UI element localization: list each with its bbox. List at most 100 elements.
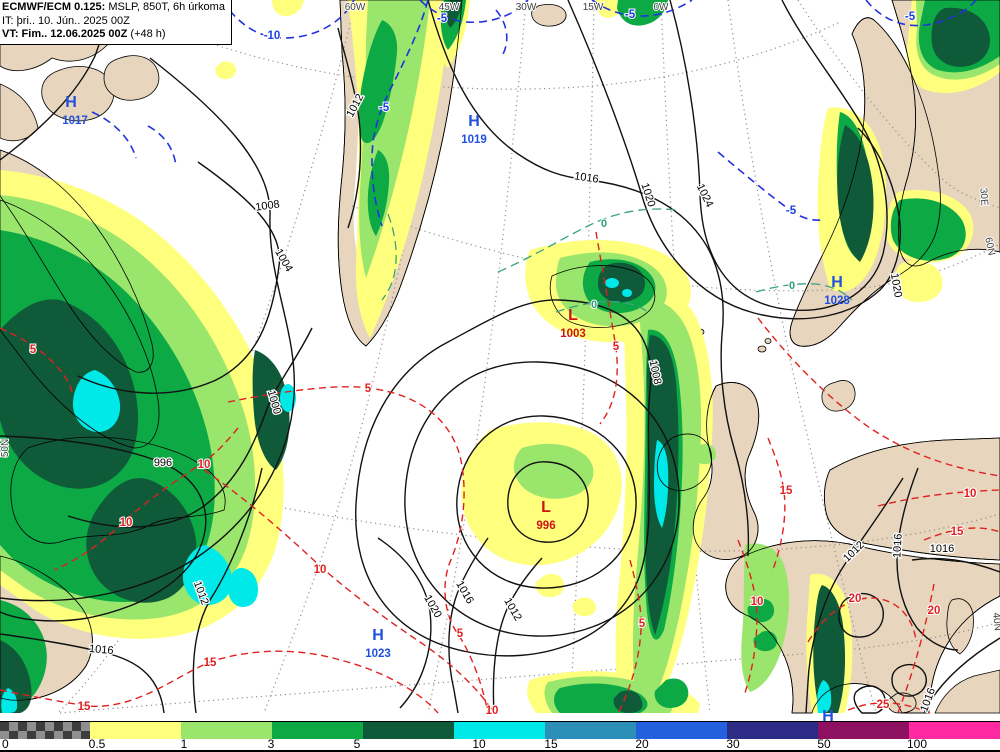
chart-title-line: ECMWF/ECM 0.125: MSLP, 850T, 6h úrkoma [2,1,225,15]
weather-map: 60W 45W 30W 15W 0W 30E 60N 50N 40N 1008 … [0,0,1000,721]
low-center-value: 996 [536,520,555,532]
lon-label: 45W [439,2,460,13]
colorbar-tick: 10 [472,737,486,751]
temp-label: 10 [964,488,977,500]
lon-label: 0W [654,2,670,13]
low-center-letter: L [568,307,578,324]
temp-label: 20 [849,593,862,605]
colorbar-tick: 0.5 [88,737,106,751]
colorbar-tick: 3 [267,737,275,751]
colorbar-segment [90,722,181,739]
init-time-line: IT: þri.. 10. Jún.. 2025 00Z [2,14,130,27]
forecast-step: (+48 h) [127,28,166,40]
temp-label: 20 [928,605,941,617]
zero-label: 0 [591,299,597,311]
temp-label: 25 [877,699,890,711]
colorbar-labels: 0 0.5 1 3 5 10 15 20 30 50 100 [0,737,1000,752]
colorbar-segment [909,722,1000,739]
high-center-value: 1017 [62,115,88,127]
temp-label: -5 [625,9,636,21]
pressure-centers: H 1017 H 1019 H 1028 H 1023 H L 1003 L 9… [62,94,850,721]
colorbar-segment [454,722,545,739]
zero-label: 0 [789,280,795,292]
isobar-label: 996 [154,457,172,469]
temp-label: -10 [264,30,281,42]
zero-label: 0 [601,218,607,230]
colorbar-tick: 50 [817,737,831,751]
temp-label: 15 [951,526,964,538]
colorbar-tick: 15 [544,737,558,751]
high-center-letter: H [822,708,834,721]
temp-label: 15 [78,701,91,713]
high-center-value: 1023 [365,648,391,660]
model-name: ECMWF/ECM 0.125: [2,1,106,13]
colorbar-tick: 0 [2,737,9,751]
lon-label: 30W [516,2,537,13]
colorbar-tick: 1 [180,737,188,751]
isobar-layer [0,0,1000,714]
lat-label: 40N [990,612,1000,631]
colorbar-tick: 30 [726,737,740,751]
cold-temp-labels: -10 -5 -5 -5 -5 -5 [263,8,917,218]
temp-label: 15 [780,485,793,497]
colorbar-segment [636,722,727,739]
precip-colorbar [0,721,1000,739]
low-center-letter: L [541,499,551,516]
temp-label: 10 [198,459,211,471]
temp-label: -5 [437,13,448,25]
colorbar-segment [727,722,818,739]
high-center-letter: H [468,113,480,130]
cold-temp-layer [91,0,977,227]
temp-label: 5 [365,383,372,395]
isobar-label: 1008 [255,198,281,213]
colorbar-segment [272,722,363,739]
high-center-letter: H [372,627,384,644]
high-center-letter: H [65,94,77,111]
colorbar-segment [181,722,272,739]
isobar-label: 1016 [573,170,599,185]
isobar-label: 1016 [89,643,114,657]
temp-label: -5 [379,102,390,114]
graticule-layer [0,0,1000,714]
high-center-value: 1028 [824,295,850,307]
low-center-value: 1003 [560,328,586,340]
lon-label: 60W [345,2,366,13]
temp-label: 5 [639,618,646,630]
colorbar-segment [363,722,454,739]
temp-label: -5 [786,205,797,217]
high-center-value: 1019 [461,134,487,146]
field-list: MSLP, 850T, 6h úrkoma [105,1,225,13]
colorbar-tick: 100 [906,737,928,751]
valid-time-line: VT: Fim.. 12.06.2025 00Z (+48 h) [2,28,225,42]
temp-label: 10 [120,517,133,529]
colorbar-segment [818,722,909,739]
graticule-labels: 60W 45W 30W 15W 0W 30E 60N 50N 40N [0,1,1000,632]
colorbar-segment-trace [0,722,90,739]
isobar-label: 1020 [888,272,904,298]
zero-line-labels: 0 0 0 [590,217,796,312]
isobar-label: 1016 [930,543,954,555]
temp-label: 5 [457,628,464,640]
chart-title-box: ECMWF/ECM 0.125: MSLP, 850T, 6h úrkoma I… [0,0,232,45]
valid-time: VT: Fim.. 12.06.2025 00Z [2,28,128,40]
temp-label: 10 [486,705,499,717]
temp-label: 10 [751,596,764,608]
temp-label: 10 [314,564,327,576]
zero-line-layer [381,208,853,315]
high-center-letter: H [831,274,843,291]
colorbar-segment [545,722,636,739]
lat-label: 50N [0,439,11,457]
lon-label: 30E [977,188,989,207]
colorbar-tick: 20 [635,737,649,751]
colorbar-tick: 5 [353,737,361,751]
temp-label: 5 [30,344,37,356]
lat-label: 60N [982,236,997,256]
warm-temp-labels: 5 5 5 5 10 10 10 10 15 15 10 5 15 10 15 … [29,340,978,718]
temp-label: 5 [613,341,620,353]
lon-label: 15W [583,2,604,13]
temp-label: 15 [204,657,217,669]
warm-temp-layer [0,231,1000,714]
temp-label: -5 [905,11,916,23]
isobar-label: 1016 [891,533,904,558]
